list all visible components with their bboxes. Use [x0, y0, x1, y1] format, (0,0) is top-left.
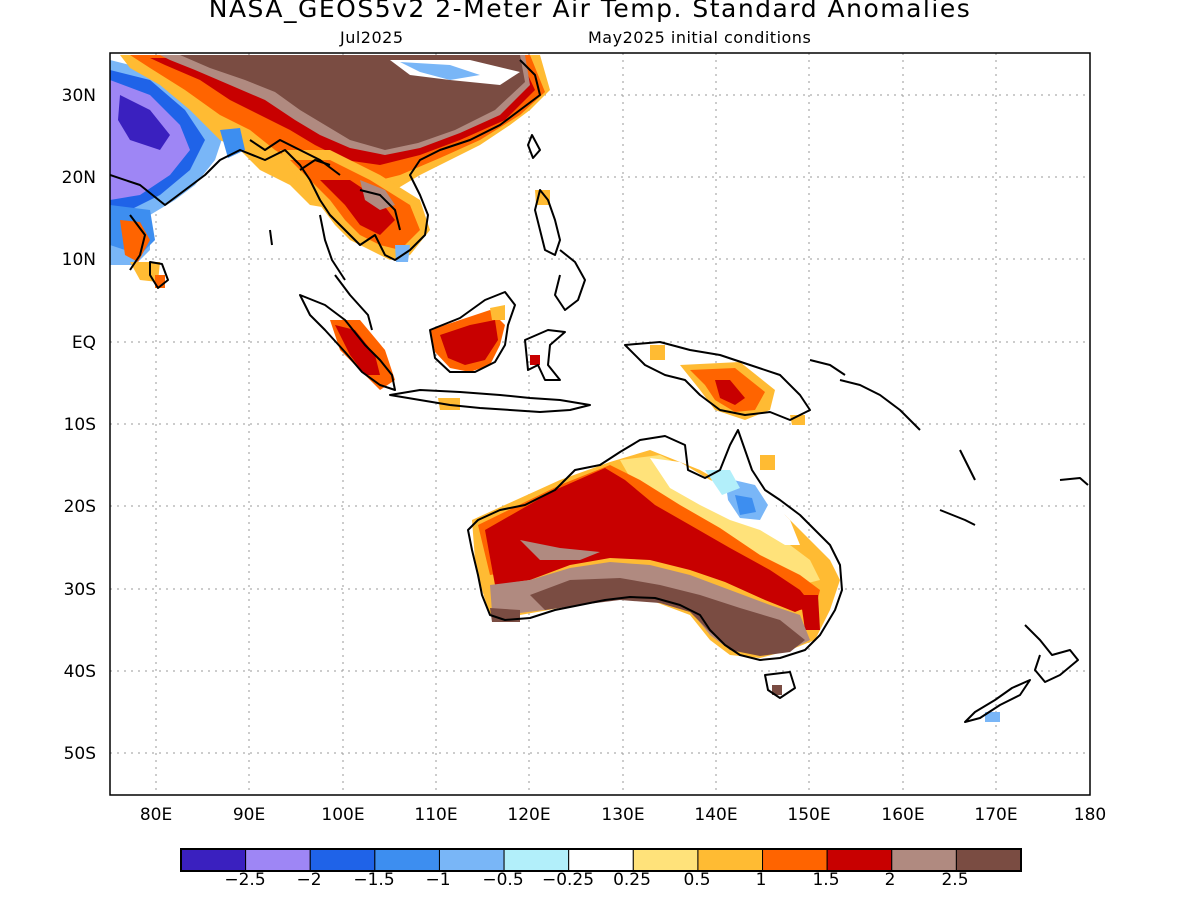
colorbar-swatch — [955, 848, 1022, 872]
lat-tick: 30S — [64, 580, 96, 600]
map-frame — [109, 52, 1091, 796]
colorbar-swatch — [245, 848, 311, 872]
lon-tick: 130E — [601, 805, 644, 825]
lon-tick: 140E — [694, 805, 737, 825]
maritime-anomaly-fill — [330, 305, 805, 425]
lon-tick: 100E — [321, 805, 364, 825]
colorbar-swatch — [503, 848, 570, 872]
lon-tick: 170E — [974, 805, 1017, 825]
australia-anomaly-fill — [472, 450, 1000, 722]
colorbar-label: −1 — [425, 870, 451, 890]
colorbar-label: −0.25 — [541, 870, 595, 890]
lon-tick: 180 — [1074, 805, 1106, 825]
lat-tick: 10N — [62, 250, 96, 270]
colorbar-swatch — [632, 848, 699, 872]
colorbar-label: −1.5 — [353, 870, 395, 890]
lon-tick: 120E — [507, 805, 550, 825]
valid-month-label: Jul2025 — [340, 28, 404, 47]
colorbar — [180, 848, 1022, 872]
longitude-tick-labels: 80E 90E 100E 110E 120E 130E 140E 150E 16… — [140, 805, 1106, 825]
lat-tick: 30N — [62, 86, 96, 106]
lat-tick: 40S — [64, 662, 96, 682]
colorbar-swatch — [568, 848, 634, 872]
lon-tick: 160E — [881, 805, 924, 825]
colorbar-label: 2.5 — [941, 870, 969, 890]
asia-anomaly-fill — [110, 55, 550, 288]
lon-tick: 110E — [414, 805, 457, 825]
lat-tick: 10S — [64, 415, 96, 435]
lat-tick: 20N — [62, 168, 96, 188]
colorbar-swatch — [438, 848, 505, 872]
colorbar-label: 2 — [884, 870, 896, 890]
colorbar-label: −0.5 — [482, 870, 524, 890]
colorbar-swatch — [697, 848, 764, 872]
colorbar-labels: −2.5 −2 −1.5 −1 −0.5 −0.25 0.25 0.5 1 1.… — [0, 870, 1200, 894]
colorbar-label: 1 — [755, 870, 767, 890]
latitude-tick-labels: 30N 20N 10N EQ 10S 20S 30S 40S 50S — [62, 86, 96, 764]
colorbar-label: 1.5 — [812, 870, 840, 890]
map-title: NASA_GEOS5v2 2-Meter Air Temp. Standard … — [208, 0, 972, 23]
lat-tick: EQ — [72, 333, 96, 353]
colorbar-label: 0.25 — [613, 870, 651, 890]
colorbar-swatches — [180, 848, 1022, 872]
colorbar-swatch — [309, 848, 376, 872]
colorbar-swatch — [891, 848, 957, 872]
lat-tick: 50S — [64, 744, 96, 764]
lon-tick: 90E — [233, 805, 265, 825]
lon-tick: 80E — [140, 805, 172, 825]
colorbar-swatch — [762, 848, 828, 872]
colorbar-swatch — [826, 848, 893, 872]
colorbar-swatch — [180, 848, 247, 872]
lon-tick: 150E — [787, 805, 830, 825]
lat-tick: 20S — [64, 497, 96, 517]
coastlines — [110, 59, 1089, 723]
colorbar-label: 0.5 — [683, 870, 711, 890]
colorbar-label: −2.5 — [224, 870, 266, 890]
initial-conditions-label: May2025 initial conditions — [588, 28, 812, 47]
colorbar-swatch — [374, 848, 440, 872]
colorbar-label: −2 — [296, 870, 322, 890]
